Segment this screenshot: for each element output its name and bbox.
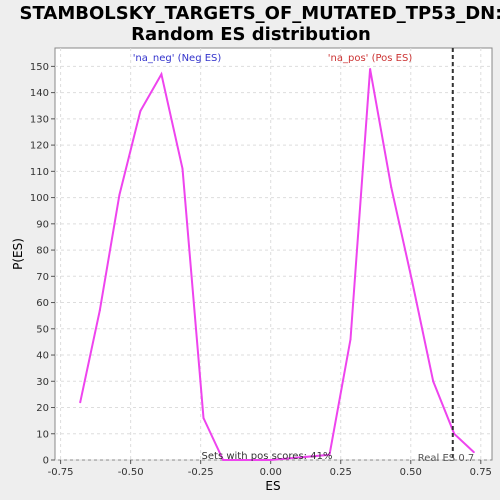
data-point	[269, 459, 272, 461]
y-tick-label: 0	[43, 456, 49, 467]
data-point	[349, 338, 352, 341]
x-tick-label: 0.50	[400, 467, 422, 478]
plot-area	[54, 47, 493, 461]
x-axis-label: ES	[265, 479, 280, 493]
y-tick-label: 100	[30, 193, 49, 204]
sets-pos-scores-label: Sets with pos scores: 41%	[202, 451, 333, 462]
chart-title-line-2: Random ES distribution	[131, 24, 371, 45]
real-es-label: Real ES 0.7	[418, 453, 474, 464]
y-tick-label: 60	[36, 298, 49, 309]
x-tick-label: 0.75	[470, 467, 492, 478]
data-point	[411, 280, 414, 283]
x-tick-label: -0.25	[188, 467, 214, 478]
data-point	[118, 193, 121, 196]
x-tick-label: -0.75	[48, 467, 74, 478]
data-point	[432, 380, 435, 383]
grid-lines	[55, 48, 492, 461]
x-tick-label: 0.00	[260, 467, 282, 478]
chart-title-line-1: STAMBOLSKY_TARGETS_OF_MUTATED_TP53_DN:	[20, 3, 500, 24]
y-tick-label: 40	[36, 351, 49, 362]
data-point	[328, 453, 331, 456]
y-tick-label: 70	[36, 272, 49, 283]
data-point	[160, 73, 163, 76]
data-point	[181, 167, 184, 170]
y-tick-label: 20	[36, 403, 49, 414]
y-tick-label: 130	[30, 114, 49, 125]
y-tick-label: 80	[36, 246, 49, 257]
y-tick-label: 10	[36, 429, 49, 440]
data-point	[390, 186, 393, 189]
series-points	[79, 67, 475, 461]
data-point	[472, 451, 475, 454]
x-axis-ticks: -0.75 -0.50 -0.25 0.00 0.25 0.50 0.75	[48, 460, 492, 478]
pos-es-label: 'na_pos' (Pos ES)	[328, 53, 413, 64]
x-tick-label: 0.25	[330, 467, 352, 478]
y-tick-label: 30	[36, 377, 49, 388]
data-point	[222, 459, 225, 461]
y-axis-label: P(ES)	[11, 238, 25, 270]
data-point	[202, 417, 205, 420]
data-point	[98, 309, 101, 312]
data-point	[369, 67, 372, 70]
y-tick-label: 140	[30, 88, 49, 99]
neg-es-label: 'na_neg' (Neg ES)	[133, 53, 222, 64]
x-tick-label: -0.50	[118, 467, 144, 478]
y-tick-label: 90	[36, 219, 49, 230]
data-point	[139, 109, 142, 112]
y-axis-ticks: 0 10 20 30 40 50 60 70 80 90 100 110 120 130 140 150	[30, 62, 55, 467]
data-point	[79, 401, 82, 404]
y-tick-label: 110	[30, 167, 49, 178]
y-tick-label: 50	[36, 324, 49, 335]
y-tick-label: 120	[30, 141, 49, 152]
y-tick-label: 150	[30, 62, 49, 73]
